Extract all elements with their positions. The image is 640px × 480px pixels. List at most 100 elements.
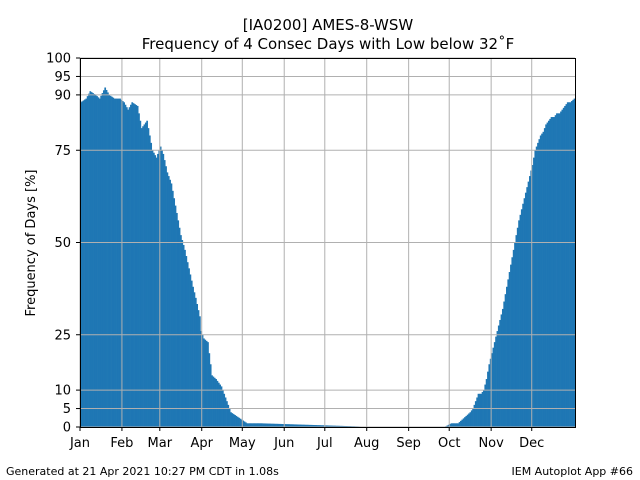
bar — [159, 146, 162, 427]
bar — [178, 227, 181, 427]
bar — [177, 220, 180, 427]
bar — [503, 301, 506, 427]
bar — [326, 425, 328, 427]
bar — [485, 379, 488, 427]
bar — [315, 425, 318, 427]
bar — [539, 135, 542, 428]
bar — [510, 264, 512, 427]
bar — [249, 423, 251, 427]
bar — [342, 425, 345, 427]
bar — [127, 109, 130, 427]
bar — [496, 331, 499, 427]
bar — [188, 268, 190, 427]
bar — [320, 425, 323, 427]
bar — [530, 170, 533, 428]
bar — [135, 105, 138, 428]
bar — [327, 425, 330, 427]
bar — [254, 423, 257, 427]
bar — [123, 102, 125, 427]
bar — [190, 280, 193, 427]
bar — [304, 424, 307, 427]
bar — [144, 122, 147, 427]
bar — [235, 415, 238, 427]
x-tick-label: Jul — [316, 436, 333, 451]
bar — [181, 240, 184, 427]
bar — [220, 386, 223, 427]
bar — [147, 128, 150, 428]
x-tick-label: Jun — [273, 436, 294, 451]
bar — [223, 393, 226, 427]
bar — [161, 150, 163, 427]
bar — [142, 126, 144, 428]
bar — [85, 98, 88, 427]
bar — [454, 423, 457, 427]
bar — [465, 415, 468, 427]
bar — [199, 316, 201, 427]
bar — [84, 99, 86, 427]
bar — [546, 122, 549, 427]
bar — [176, 212, 178, 427]
bar — [331, 425, 334, 427]
bar — [338, 425, 341, 427]
generated-note: Generated at 21 Apr 2021 10:27 PM CDT in… — [6, 465, 279, 478]
bar — [301, 424, 304, 427]
bar — [558, 113, 561, 427]
bar — [148, 135, 151, 428]
bar — [288, 424, 290, 427]
bar — [557, 113, 560, 427]
bar — [289, 424, 292, 427]
bar — [215, 379, 217, 427]
bar — [500, 314, 503, 427]
bar — [286, 424, 289, 427]
bar — [533, 157, 535, 427]
bar — [572, 99, 574, 427]
y-tick-label: 95 — [54, 70, 71, 85]
bar — [130, 104, 132, 428]
bar — [101, 93, 104, 427]
bar — [111, 96, 113, 427]
bar — [561, 109, 564, 427]
bar — [457, 423, 460, 427]
bar — [341, 425, 343, 427]
bar — [125, 107, 128, 427]
bar — [192, 286, 194, 427]
bar — [464, 417, 466, 427]
bar — [184, 249, 186, 427]
bar — [508, 272, 511, 427]
bar — [538, 139, 541, 427]
bar — [234, 415, 236, 427]
bar — [166, 172, 169, 427]
bar — [524, 192, 527, 427]
x-tick-label: Feb — [110, 436, 133, 451]
bar — [466, 414, 469, 427]
y-tick-label: 25 — [54, 328, 71, 343]
bar — [167, 176, 170, 427]
bar — [112, 97, 115, 428]
bar — [506, 286, 508, 427]
bar — [497, 325, 500, 427]
bar — [94, 94, 97, 428]
bar — [257, 423, 259, 427]
bar — [328, 425, 331, 427]
bar — [507, 279, 510, 427]
bar — [473, 404, 476, 427]
bar — [270, 423, 273, 427]
bar — [88, 93, 90, 428]
bar — [258, 423, 261, 427]
bar — [330, 425, 332, 427]
app-credit: IEM Autoplot App #66 — [511, 465, 634, 478]
bar — [324, 425, 327, 427]
y-tick-label: 75 — [54, 144, 71, 159]
bar — [102, 90, 105, 427]
bar — [570, 101, 573, 428]
bar — [232, 414, 235, 427]
bar — [549, 118, 551, 427]
x-tick-label: Apr — [190, 436, 213, 451]
bar — [196, 304, 199, 427]
bar — [171, 190, 174, 427]
bar — [552, 117, 554, 427]
bar — [534, 150, 537, 427]
y-axis: 0 5 10 25 50 75 90 95 100 — [46, 52, 80, 436]
x-tick-label: Jan — [69, 436, 90, 451]
bar — [216, 380, 219, 428]
